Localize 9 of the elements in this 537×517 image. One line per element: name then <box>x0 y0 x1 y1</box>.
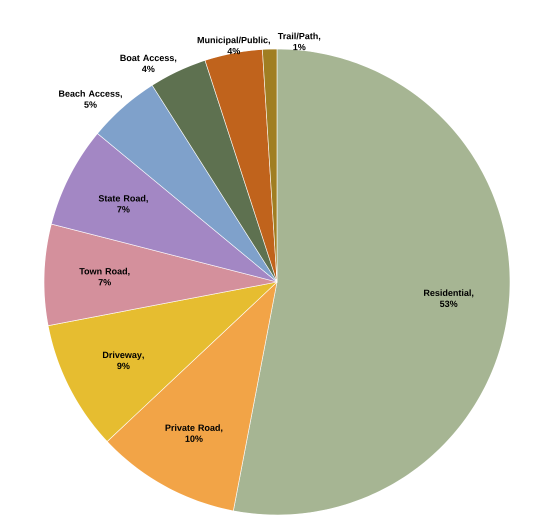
text: , 7% <box>117 200 148 212</box>
slice-label: Private Road <box>166 424 220 431</box>
slice-label: Town Road <box>79 268 128 274</box>
slice-label: Boat Access <box>120 54 174 62</box>
slice-label: Beach Access <box>59 90 120 97</box>
slice-label: Trail/Path <box>278 32 318 40</box>
text: , 53% <box>440 294 474 308</box>
slice-label: State Road <box>98 194 146 202</box>
slice-label: Residential <box>424 289 471 296</box>
